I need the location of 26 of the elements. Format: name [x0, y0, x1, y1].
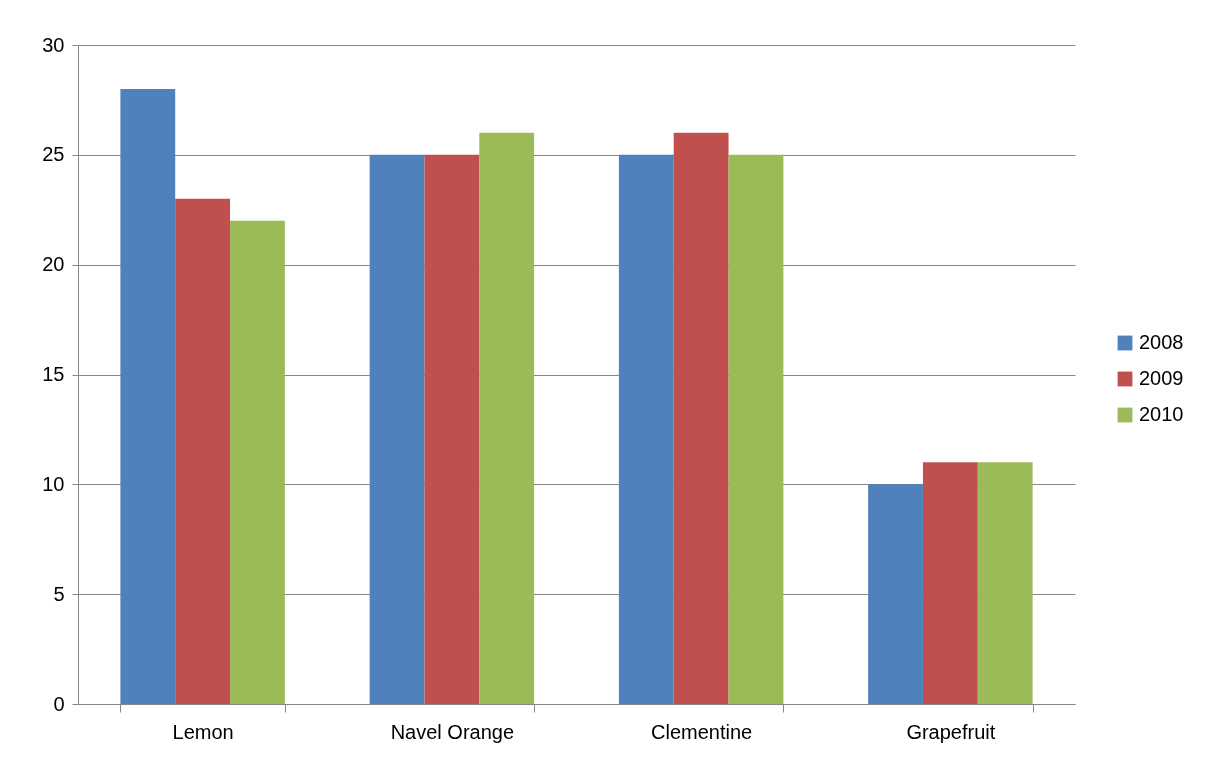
- bar: [618, 154, 674, 704]
- bar: [369, 154, 425, 704]
- x-tick-label: Navel Orange: [390, 720, 515, 743]
- bar: [728, 154, 784, 704]
- bar: [977, 462, 1033, 704]
- y-tick-label: 0: [53, 692, 65, 715]
- bar: [424, 154, 480, 704]
- x-tick-label: Clementine: [651, 720, 753, 743]
- bar: [120, 88, 176, 704]
- bar: [868, 484, 923, 704]
- y-tick-label: 15: [42, 363, 65, 385]
- legend-label: 2009: [1139, 367, 1184, 389]
- legend-label: 2008: [1139, 331, 1184, 353]
- x-tick-label: Grapefruit: [906, 720, 996, 743]
- legend-label: 2010: [1139, 403, 1184, 425]
- bar: [230, 220, 285, 704]
- y-tick-label: 25: [42, 143, 65, 166]
- y-tick-label: 30: [42, 33, 65, 56]
- y-tick-label: 10: [42, 472, 65, 495]
- y-tick-label: 20: [42, 253, 65, 276]
- bar: [479, 132, 535, 704]
- y-tick-label: 5: [53, 582, 65, 605]
- bar: [922, 462, 978, 704]
- x-tick-label: Lemon: [172, 720, 234, 743]
- bar: [673, 132, 729, 704]
- bar: [175, 198, 231, 704]
